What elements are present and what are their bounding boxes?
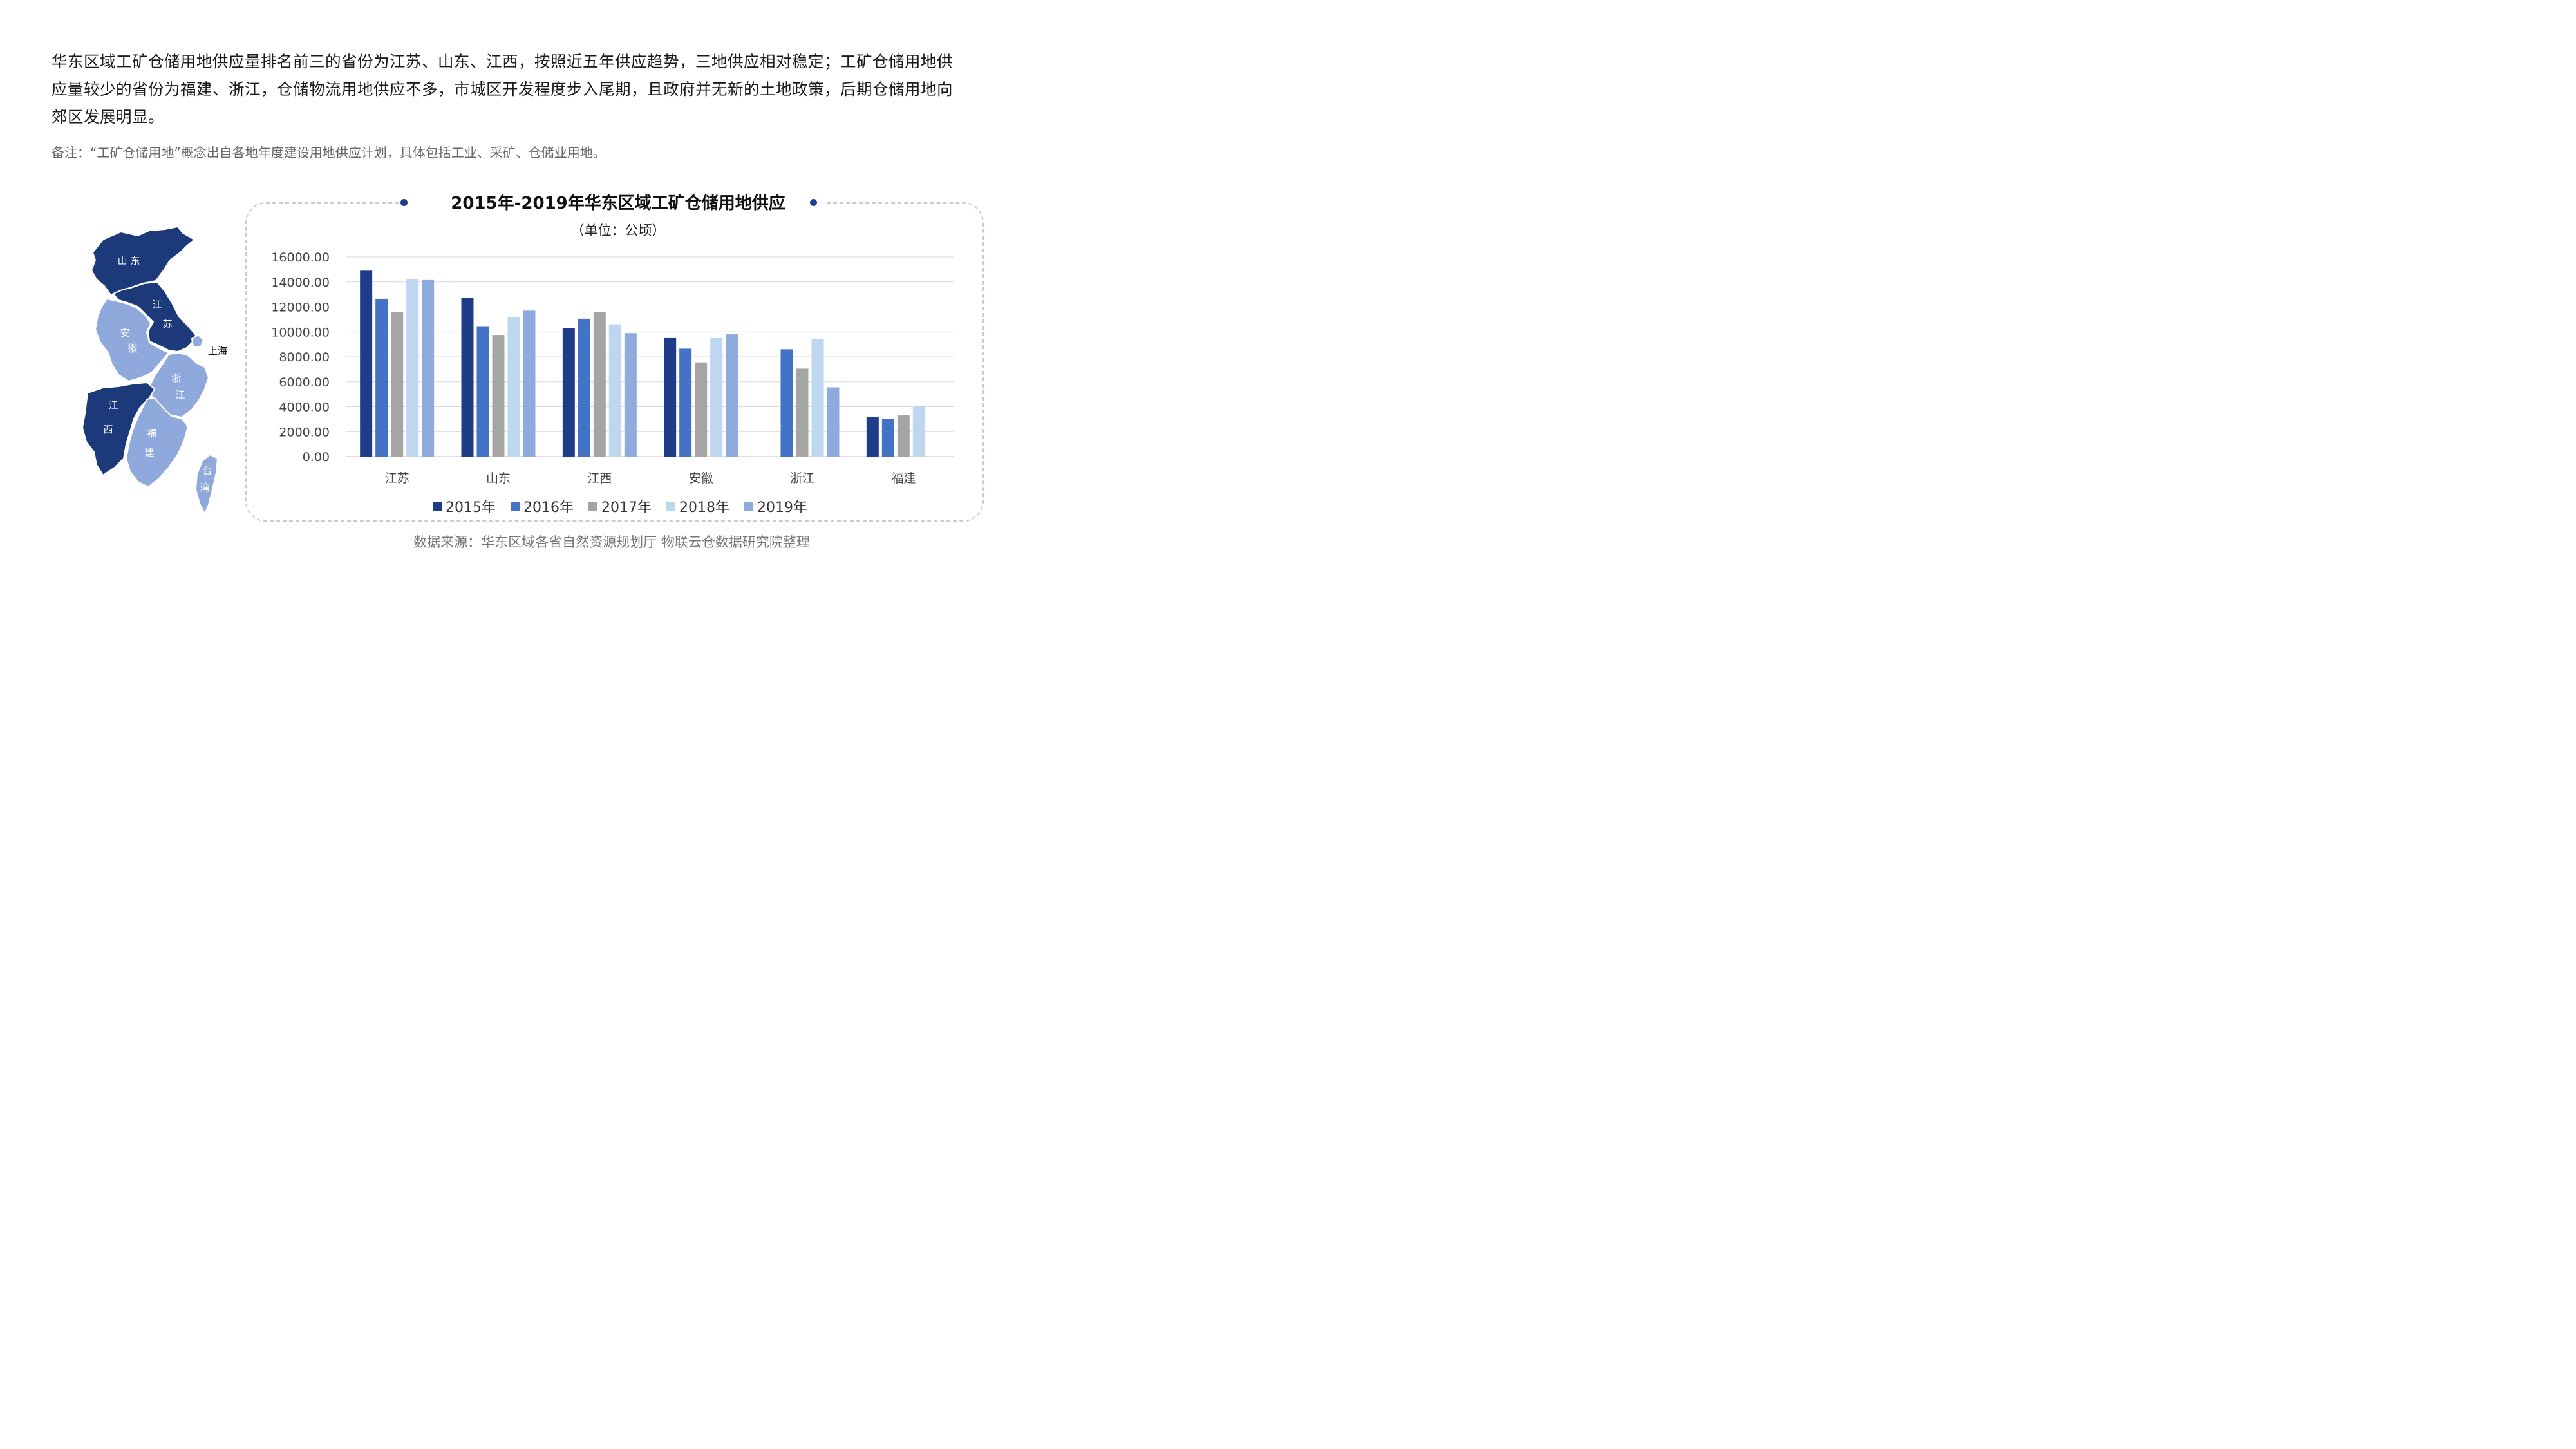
east-china-map: 山 东 江 苏 安 徽 上海 浙 江 江 西 福 建 台 湾 [81, 225, 227, 516]
chart-subtitle: （单位：公顷） [570, 223, 666, 238]
map-region-shandong [90, 225, 196, 296]
map-label-jiangxi-1: 江 [108, 399, 118, 411]
y-tick-label: 4000.00 [279, 401, 330, 415]
map-region-fujian [125, 397, 189, 488]
map-region-zhejiang [148, 352, 210, 419]
bar [624, 333, 637, 457]
map-region-taiwan [194, 453, 219, 516]
bar [562, 328, 575, 457]
x-category-label: 福建 [891, 471, 916, 486]
title-right-dot [810, 199, 817, 206]
legend-swatch [744, 502, 753, 511]
bar [593, 312, 606, 457]
bar [608, 324, 621, 457]
bar [422, 279, 435, 457]
bar [796, 368, 809, 457]
bar [811, 338, 824, 457]
map-label-fujian-1: 福 [147, 428, 156, 439]
y-tick-label: 0.00 [303, 450, 330, 464]
map-label-taiwan-2: 湾 [200, 482, 209, 493]
map-label-zhejiang-2: 江 [175, 389, 185, 401]
bar [710, 337, 723, 457]
bar [523, 310, 536, 457]
bar [679, 348, 692, 457]
x-category-label: 安徽 [689, 471, 713, 486]
bar [406, 279, 419, 457]
bar [912, 406, 925, 457]
bar [391, 312, 404, 457]
bar [827, 387, 840, 457]
title-background [399, 192, 824, 218]
bar [461, 297, 474, 457]
legend-swatch [588, 502, 597, 511]
map-region-anhui [94, 298, 170, 383]
map-label-jiangsu-1: 江 [152, 299, 162, 310]
y-tick-label: 12000.00 [271, 301, 330, 315]
bar [780, 349, 793, 457]
legend-swatch [511, 502, 520, 511]
legend-swatch [666, 502, 675, 511]
bar [695, 362, 708, 457]
bar [897, 415, 910, 457]
legend-label: 2017年 [601, 500, 652, 516]
map-region-jiangxi [81, 381, 156, 477]
map-label-shanghai: 上海 [208, 345, 227, 357]
intro-paragraph: 华东区域工矿仓储用地供应量排名前三的省份为江苏、山东、江西，按照近五年供应趋势，… [52, 52, 953, 126]
title-left-dot [400, 199, 408, 206]
footnote: 备注：“工矿仓储用地”概念出自各地年度建设用地供应计划，具体包括工业、采矿、仓储… [52, 145, 606, 160]
y-tick-label: 6000.00 [279, 375, 330, 390]
legend-label: 2019年 [757, 500, 807, 516]
x-category-label: 江苏 [385, 471, 409, 486]
y-tick-label: 16000.00 [271, 251, 330, 265]
map-label-anhui-2: 徽 [127, 343, 137, 354]
chart-title: 2015年-2019年华东区域工矿仓储用地供应 [451, 194, 785, 213]
bar-chart: 0.00 2000.00 4000.00 6000.00 8000.00 10000.00… [271, 251, 954, 516]
map-label-jiangsu-2: 苏 [162, 318, 172, 330]
map-label-shandong: 山 东 [118, 255, 140, 267]
bar [578, 318, 590, 457]
x-category-label: 山东 [486, 471, 511, 486]
legend-swatch [433, 502, 442, 511]
bar [726, 334, 738, 457]
bar [881, 419, 894, 457]
x-category-label: 江西 [587, 471, 612, 486]
y-tick-label: 2000.00 [279, 425, 330, 439]
map-label-anhui-1: 安 [120, 327, 129, 339]
y-tick-label: 8000.00 [279, 350, 330, 365]
y-tick-label: 14000.00 [271, 276, 330, 290]
y-tick-label: 10000.00 [271, 325, 330, 339]
map-region-jiangsu [112, 281, 197, 353]
bar [664, 337, 677, 457]
map-label-taiwan-1: 台 [202, 465, 212, 477]
bar [476, 326, 489, 457]
data-source: 数据来源：华东区域各省自然资源规划厅 物联云仓数据研究院整理 [413, 535, 810, 550]
map-region-shanghai [191, 334, 205, 347]
map-label-jiangxi-2: 西 [103, 424, 113, 435]
legend-label: 2018年 [679, 500, 729, 516]
legend-label: 2016年 [523, 500, 574, 516]
bar [492, 335, 505, 457]
map-label-zhejiang-1: 浙 [171, 372, 181, 384]
bar [375, 298, 388, 457]
bar [507, 317, 520, 457]
bar [866, 417, 879, 457]
map-label-fujian-2: 建 [144, 447, 154, 459]
x-category-label: 浙江 [790, 471, 814, 486]
legend-label: 2015年 [446, 500, 496, 516]
bar [360, 270, 373, 457]
